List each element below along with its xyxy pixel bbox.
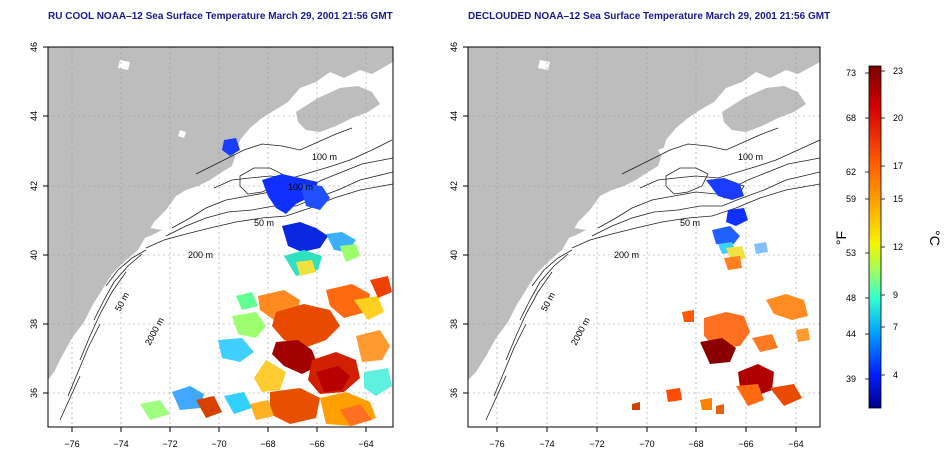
colorbar-c-tick: 9 bbox=[893, 290, 898, 300]
x-tick-label: −64 bbox=[358, 439, 373, 449]
right-nova-scotia bbox=[722, 86, 806, 132]
x-tick-label: −76 bbox=[64, 439, 79, 449]
colorbar-f-tick: 44 bbox=[846, 329, 856, 339]
right-contour-label-50m-inner: 50 m bbox=[680, 218, 700, 228]
colorbar-f-tick: 53 bbox=[846, 248, 856, 258]
left-sst-patches bbox=[140, 138, 392, 426]
colorbar-f-tick: 73 bbox=[846, 68, 856, 78]
right-long-island bbox=[536, 228, 586, 244]
y-tick-label: 38 bbox=[29, 319, 39, 329]
right-sst-patches bbox=[632, 178, 810, 414]
x-tick-label: −66 bbox=[738, 439, 753, 449]
y-tick-label: 40 bbox=[449, 250, 459, 260]
left-nova-scotia bbox=[296, 86, 380, 132]
x-tick-label: −74 bbox=[539, 439, 554, 449]
right-map-frame bbox=[467, 46, 821, 428]
x-tick-label: −76 bbox=[489, 439, 504, 449]
left-tick-marks bbox=[43, 46, 367, 432]
left-y-tick-labels: 36 38 40 42 44 46 bbox=[29, 42, 39, 398]
right-contour-label-100m: 100 m bbox=[738, 152, 763, 162]
y-tick-label: 44 bbox=[449, 111, 459, 121]
colorbar-c-tick: 4 bbox=[893, 370, 898, 380]
colorbar-c-tick: 15 bbox=[893, 194, 903, 204]
left-map-title: RU COOL NOAA–12 Sea Surface Temperature … bbox=[48, 11, 393, 22]
colorbar-f-tick: 48 bbox=[846, 293, 856, 303]
colorbar-f-tick: 39 bbox=[846, 374, 856, 384]
colorbar-f-tick: 62 bbox=[846, 167, 856, 177]
colorbar-f-tick: 59 bbox=[846, 194, 856, 204]
x-tick-label: −72 bbox=[589, 439, 604, 449]
colorbar-c-tick: 17 bbox=[893, 161, 903, 171]
colorbar-c-tick: 20 bbox=[893, 113, 903, 123]
colorbar-f-tick: 68 bbox=[846, 113, 856, 123]
y-tick-label: 46 bbox=[449, 42, 459, 52]
colorbar: 73 68 62 59 53 48 44 39 23 20 17 15 12 9… bbox=[833, 65, 943, 409]
x-tick-label: −66 bbox=[309, 439, 324, 449]
colorbar-celsius-label: °C bbox=[927, 230, 943, 246]
left-contour-label-50m-inner: 50 m bbox=[254, 218, 274, 228]
left-lake bbox=[178, 130, 186, 138]
right-land-mass bbox=[468, 47, 820, 380]
x-tick-label: −70 bbox=[211, 439, 226, 449]
left-x-tick-labels: −76 −74 −72 −70 −68 −66 −64 bbox=[64, 439, 373, 449]
left-contour-label-100m: 100 m bbox=[312, 152, 337, 162]
right-tick-marks bbox=[463, 46, 797, 432]
colorbar-c-tick: 12 bbox=[893, 242, 903, 252]
left-bathymetry-contours bbox=[59, 127, 393, 421]
x-tick-label: −72 bbox=[162, 439, 177, 449]
y-tick-label: 36 bbox=[449, 388, 459, 398]
right-y-tick-labels: 36 38 40 42 44 46 bbox=[449, 42, 459, 398]
left-contour-label-100m-2: 100 m bbox=[288, 182, 313, 192]
colorbar-c-tick-labels: 23 20 17 15 12 9 7 4 bbox=[893, 66, 903, 380]
y-tick-label: 42 bbox=[449, 181, 459, 191]
left-long-island bbox=[112, 228, 162, 244]
y-tick-label: 40 bbox=[29, 250, 39, 260]
y-tick-label: 38 bbox=[449, 319, 459, 329]
x-tick-label: −70 bbox=[639, 439, 654, 449]
y-tick-label: 44 bbox=[29, 111, 39, 121]
colorbar-gradient bbox=[868, 65, 882, 409]
left-land-mass bbox=[48, 47, 393, 380]
right-map-panel: 100 m 50 m 200 m 50 m 2000 m −76 −74 −72… bbox=[449, 42, 821, 449]
y-tick-label: 46 bbox=[29, 42, 39, 52]
left-map-panel: 100 m 100 m 50 m 200 m 50 m 2000 m −76 −… bbox=[29, 42, 394, 449]
right-gridlines bbox=[468, 47, 820, 427]
colorbar-c-tick: 23 bbox=[893, 66, 903, 76]
right-x-tick-labels: −76 −74 −72 −70 −68 −66 −64 bbox=[489, 439, 803, 449]
x-tick-label: −64 bbox=[788, 439, 803, 449]
left-contour-label-200m: 200 m bbox=[188, 250, 213, 260]
left-map-frame bbox=[47, 46, 394, 428]
x-tick-label: −74 bbox=[113, 439, 128, 449]
colorbar-f-tick-labels: 73 68 62 59 53 48 44 39 bbox=[846, 68, 856, 384]
right-map-title: DECLOUDED NOAA–12 Sea Surface Temperatur… bbox=[468, 11, 831, 22]
x-tick-label: −68 bbox=[688, 439, 703, 449]
colorbar-fahrenheit-label: °F bbox=[833, 231, 849, 245]
x-tick-label: −68 bbox=[260, 439, 275, 449]
colorbar-ticks bbox=[865, 70, 885, 380]
right-contour-label-200m: 200 m bbox=[614, 250, 639, 260]
y-tick-label: 36 bbox=[29, 388, 39, 398]
y-tick-label: 42 bbox=[29, 181, 39, 191]
colorbar-c-tick: 7 bbox=[893, 322, 898, 332]
